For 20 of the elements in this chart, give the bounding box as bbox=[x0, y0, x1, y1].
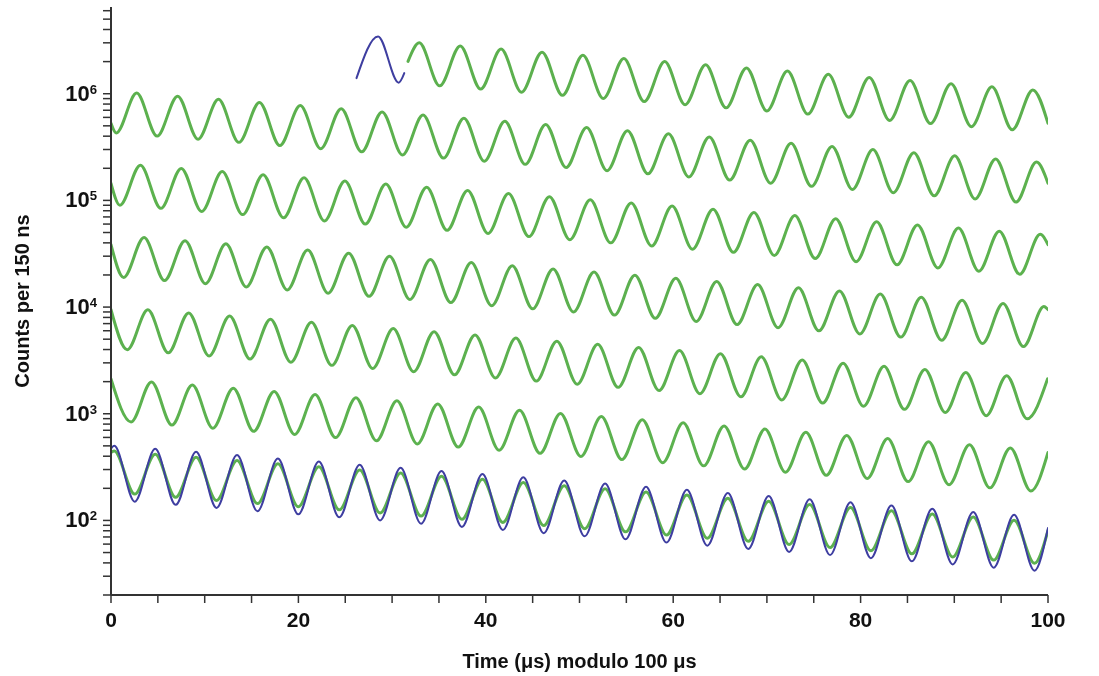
line-series bbox=[406, 41, 1048, 132]
x-tick-label: 60 bbox=[661, 608, 685, 631]
y-tick-label: 10$^{5}$ bbox=[65, 187, 97, 213]
line-series bbox=[111, 377, 1048, 493]
x-tick-label: 80 bbox=[848, 608, 873, 631]
x-tick-label: 100 bbox=[1030, 608, 1066, 631]
line-series bbox=[355, 35, 406, 84]
y-tick-label: 10$^{3}$ bbox=[65, 400, 97, 426]
x-tick-label: 20 bbox=[286, 608, 311, 631]
y-tick-label: 10$^{6}$ bbox=[65, 80, 97, 106]
x-tick-label: 0 bbox=[105, 608, 117, 631]
line-series bbox=[111, 308, 1048, 421]
line-series bbox=[111, 163, 1048, 276]
x-axis-title: Time (μs) modulo 100 μs bbox=[462, 650, 697, 672]
y-axis-title: Counts per 150 ns bbox=[11, 214, 34, 388]
line-series bbox=[111, 236, 1048, 349]
y-tick-label: 10$^{4}$ bbox=[65, 294, 98, 320]
x-tick-label: 40 bbox=[474, 608, 498, 631]
y-tick-label: 10$^{2}$ bbox=[65, 507, 97, 533]
line-series bbox=[111, 91, 1048, 204]
